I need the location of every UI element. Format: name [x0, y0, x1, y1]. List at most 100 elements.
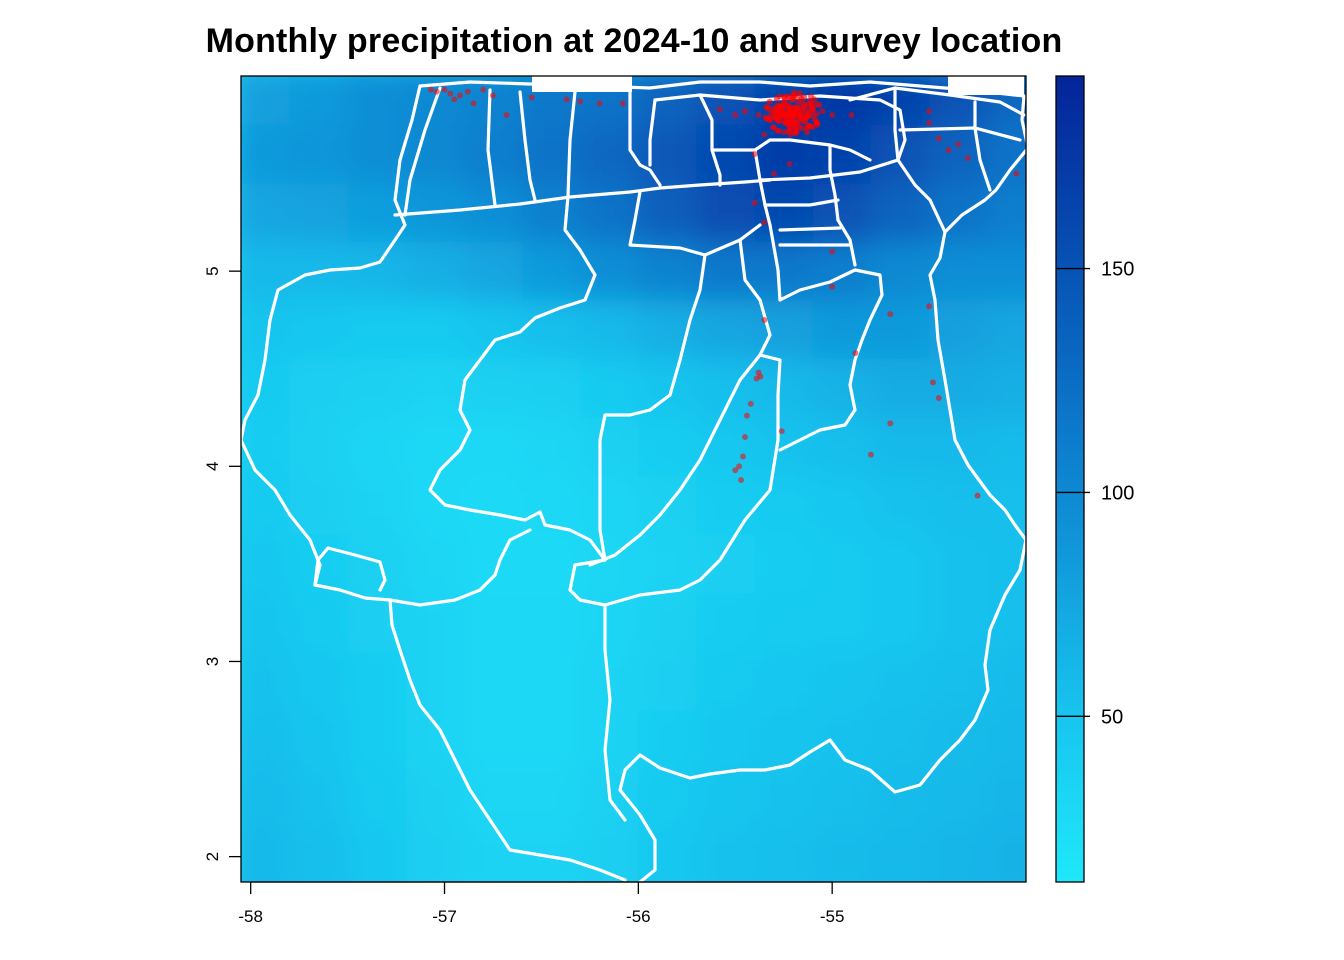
survey-point [964, 154, 971, 161]
survey-point [761, 316, 768, 323]
x-tick-label: -56 [626, 907, 651, 926]
survey-point [772, 114, 779, 121]
survey-point [790, 118, 797, 125]
x-tick-label: -55 [820, 907, 845, 926]
district-line [973, 100, 992, 192]
district-line [778, 226, 842, 232]
survey-point [786, 104, 793, 111]
survey-point [503, 112, 510, 119]
district-line [778, 268, 884, 452]
precipitation-raster [241, 76, 1026, 882]
survey-point [788, 96, 795, 103]
survey-point [848, 112, 855, 119]
survey-point [778, 428, 785, 435]
survey-point [596, 100, 603, 107]
survey-point [577, 98, 584, 105]
survey-point [791, 108, 798, 115]
western-border [241, 84, 627, 882]
survey-point [489, 92, 496, 99]
color-legend: 50 100 150 [1055, 75, 1134, 883]
survey-point [738, 476, 745, 483]
survey-point [811, 96, 818, 103]
survey-point [803, 113, 810, 120]
survey-point [819, 108, 826, 115]
survey-point [867, 451, 874, 458]
survey-point [829, 283, 836, 290]
legend-tick-label: 150 [1101, 259, 1134, 281]
y-axis: 2 3 4 5 [203, 266, 241, 861]
district-line [486, 88, 497, 207]
survey-point [800, 118, 807, 125]
district-line [648, 98, 657, 167]
survey-point [427, 86, 434, 93]
survey-point [805, 122, 812, 129]
y-tick-label: 4 [203, 462, 222, 471]
district-line [836, 218, 857, 267]
survey-point [470, 100, 477, 107]
survey-point [464, 88, 471, 95]
survey-point [811, 116, 818, 123]
survey-point [751, 199, 758, 206]
legend-frame [1055, 75, 1085, 883]
survey-point [775, 118, 782, 125]
survey-point [451, 96, 458, 103]
survey-point [761, 219, 768, 226]
survey-point [829, 248, 836, 255]
survey-point [935, 395, 942, 402]
survey-point [768, 110, 775, 117]
x-tick-label: -57 [432, 907, 457, 926]
y-tick-label: 2 [203, 852, 222, 861]
survey-point-cluster [762, 89, 823, 138]
map-title: Monthly precipitation at 2024-10 and sur… [205, 22, 1063, 60]
survey-point [563, 96, 570, 103]
survey-point [974, 492, 981, 499]
survey-point [765, 116, 772, 123]
survey-point [787, 131, 794, 138]
district-line [566, 90, 577, 198]
survey-point [771, 170, 778, 177]
survey-point [761, 131, 768, 138]
survey-point [755, 112, 762, 119]
district-line [568, 253, 707, 607]
survey-point [732, 467, 739, 474]
district-line [588, 238, 772, 567]
district-line [388, 528, 532, 607]
district-line [768, 223, 782, 302]
survey-point [732, 112, 739, 119]
survey-point [926, 303, 933, 310]
survey-point [945, 147, 952, 154]
survey-point [757, 373, 764, 380]
survey-point [795, 118, 802, 125]
district-line [403, 86, 442, 217]
x-tick-label: -58 [238, 907, 263, 926]
x-axis: -58 -57 -56 -55 [238, 881, 845, 926]
survey-point [774, 127, 781, 134]
district-line [603, 353, 782, 607]
survey-point [747, 400, 754, 407]
survey-point [777, 111, 784, 118]
survey-point [741, 434, 748, 441]
survey-point [441, 86, 448, 93]
survey-point [929, 379, 936, 386]
survey-point [810, 106, 817, 113]
survey-point [798, 95, 805, 102]
district-line [603, 603, 627, 822]
district-line [893, 86, 947, 234]
survey-point [887, 420, 894, 427]
district-line [828, 143, 840, 222]
district-line [763, 198, 840, 207]
survey-point [926, 108, 933, 115]
survey-point [433, 88, 440, 95]
survey-point [926, 119, 933, 126]
survey-point [781, 106, 788, 113]
survey-point [751, 151, 758, 158]
survey-point [783, 118, 790, 125]
survey-point [741, 108, 748, 115]
survey-point [716, 106, 723, 113]
survey-point [800, 103, 807, 110]
survey-points [427, 86, 1020, 499]
survey-point [852, 350, 859, 357]
district-line [753, 148, 772, 227]
survey-point [786, 160, 793, 167]
